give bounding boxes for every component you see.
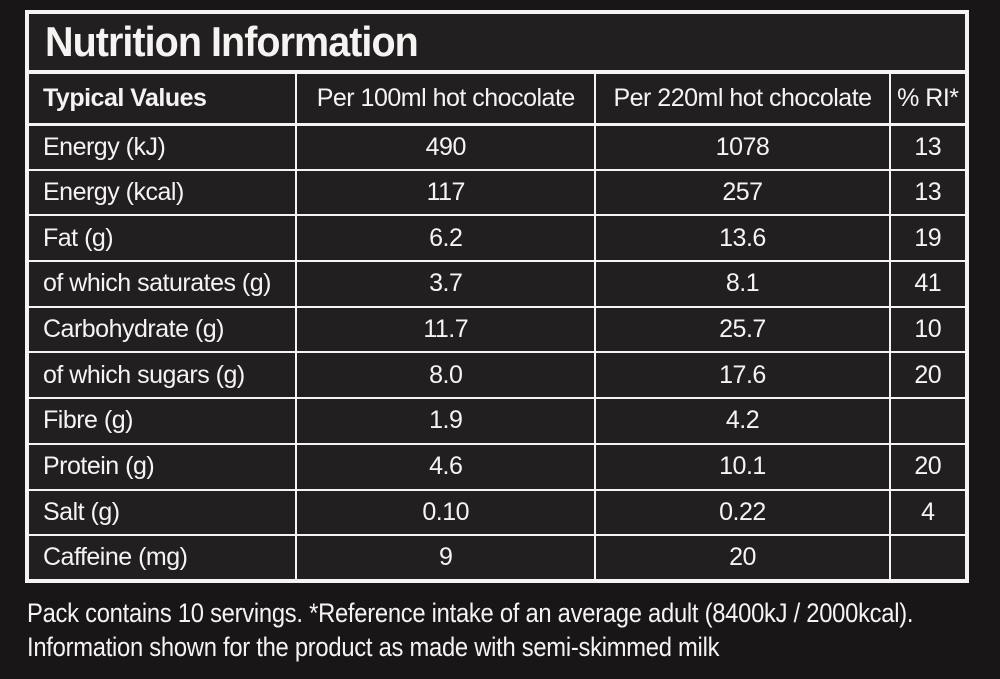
footnote: Pack contains 10 servings. *Reference in… bbox=[27, 596, 1000, 664]
table-row-fibre: Fibre (g) 1.9 4.2 bbox=[27, 398, 967, 445]
title-cell: Nutrition Information bbox=[27, 12, 967, 74]
row-label: Fat (g) bbox=[27, 215, 297, 263]
table-row-caffeine: Caffeine (mg) 9 20 bbox=[27, 535, 967, 581]
row-label: of which sugars (g) bbox=[27, 352, 297, 400]
nutrition-table: Nutrition Information Typical Values Per… bbox=[25, 10, 969, 583]
column-header-per-100ml: Per 100ml hot chocolate bbox=[295, 72, 596, 126]
value-per-100ml: 3.7 bbox=[295, 261, 596, 308]
table-row-fat: Fat (g) 6.2 13.6 19 bbox=[27, 215, 967, 263]
value-per-220ml: 20 bbox=[594, 535, 890, 581]
value-per-100ml: 8.0 bbox=[295, 352, 596, 400]
value-per-220ml: 4.2 bbox=[594, 398, 890, 445]
value-per-100ml: 6.2 bbox=[295, 215, 596, 263]
row-label: Caffeine (mg) bbox=[43, 543, 188, 572]
table-row-energy-kcal: Energy (kcal) 117 257 13 bbox=[27, 169, 967, 217]
value-ri: 41 bbox=[888, 261, 967, 308]
value-per-220ml: 1078 bbox=[594, 124, 890, 171]
table-row-carbohydrate: Carbohydrate (g) 11.7 25.7 10 bbox=[27, 306, 967, 354]
table-row-salt: Salt (g) 0.10 0.22 4 bbox=[27, 489, 967, 537]
table-header-row: Typical Values Per 100ml hot chocolate P… bbox=[27, 72, 967, 126]
column-header-percent-ri: % RI* bbox=[888, 72, 967, 126]
value-per-220ml: 17.6 bbox=[594, 352, 890, 400]
value-per-100ml: 4.6 bbox=[295, 443, 596, 491]
row-label: Energy (kJ) bbox=[27, 124, 297, 171]
row-label: Protein (g) bbox=[27, 443, 297, 491]
value-ri: 20 bbox=[888, 352, 967, 400]
value-ri bbox=[888, 535, 967, 581]
value-per-100ml: 11.7 bbox=[295, 306, 596, 354]
value-per-100ml: 117 bbox=[295, 169, 596, 217]
page-title: Nutrition Information bbox=[45, 18, 419, 65]
row-label: of which saturates (g) bbox=[27, 261, 297, 308]
value-per-100ml: 0.10 bbox=[295, 489, 596, 537]
nutrition-panel: Nutrition Information Typical Values Per… bbox=[25, 10, 969, 583]
value-per-220ml: 13.6 bbox=[594, 215, 890, 263]
value-ri: 10 bbox=[888, 306, 967, 354]
value-ri: 19 bbox=[888, 215, 967, 263]
row-label: Energy (kcal) bbox=[27, 169, 297, 217]
value-per-220ml: 8.1 bbox=[594, 261, 890, 308]
column-header-typical-values: Typical Values bbox=[27, 72, 297, 126]
row-label: Fibre (g) bbox=[27, 398, 297, 445]
title-row: Nutrition Information bbox=[27, 12, 967, 74]
value-ri bbox=[888, 398, 967, 445]
table-row-energy-kj: Energy (kJ) 490 1078 13 bbox=[27, 124, 967, 171]
footnote-line-1: Pack contains 10 servings. *Reference in… bbox=[27, 598, 914, 628]
row-label: Salt (g) bbox=[27, 489, 297, 537]
value-ri: 20 bbox=[888, 443, 967, 491]
column-header-per-220ml: Per 220ml hot chocolate bbox=[594, 72, 890, 126]
value-per-100ml: 1.9 bbox=[295, 398, 596, 445]
value-ri: 4 bbox=[888, 489, 967, 537]
value-per-100ml: 9 bbox=[295, 535, 596, 581]
row-label: Carbohydrate (g) bbox=[27, 306, 297, 354]
value-per-100ml: 490 bbox=[295, 124, 596, 171]
value-per-220ml: 0.22 bbox=[594, 489, 890, 537]
table-row-sugars: of which sugars (g) 8.0 17.6 20 bbox=[27, 352, 967, 400]
value-ri: 13 bbox=[888, 169, 967, 217]
value-per-220ml: 257 bbox=[594, 169, 890, 217]
value-ri: 13 bbox=[888, 124, 967, 171]
table-row-saturates: of which saturates (g) 3.7 8.1 41 bbox=[27, 261, 967, 308]
value-per-220ml: 10.1 bbox=[594, 443, 890, 491]
value-per-220ml: 25.7 bbox=[594, 306, 890, 354]
table-row-protein: Protein (g) 4.6 10.1 20 bbox=[27, 443, 967, 491]
footnote-line-2: Information shown for the product as mad… bbox=[27, 632, 720, 662]
